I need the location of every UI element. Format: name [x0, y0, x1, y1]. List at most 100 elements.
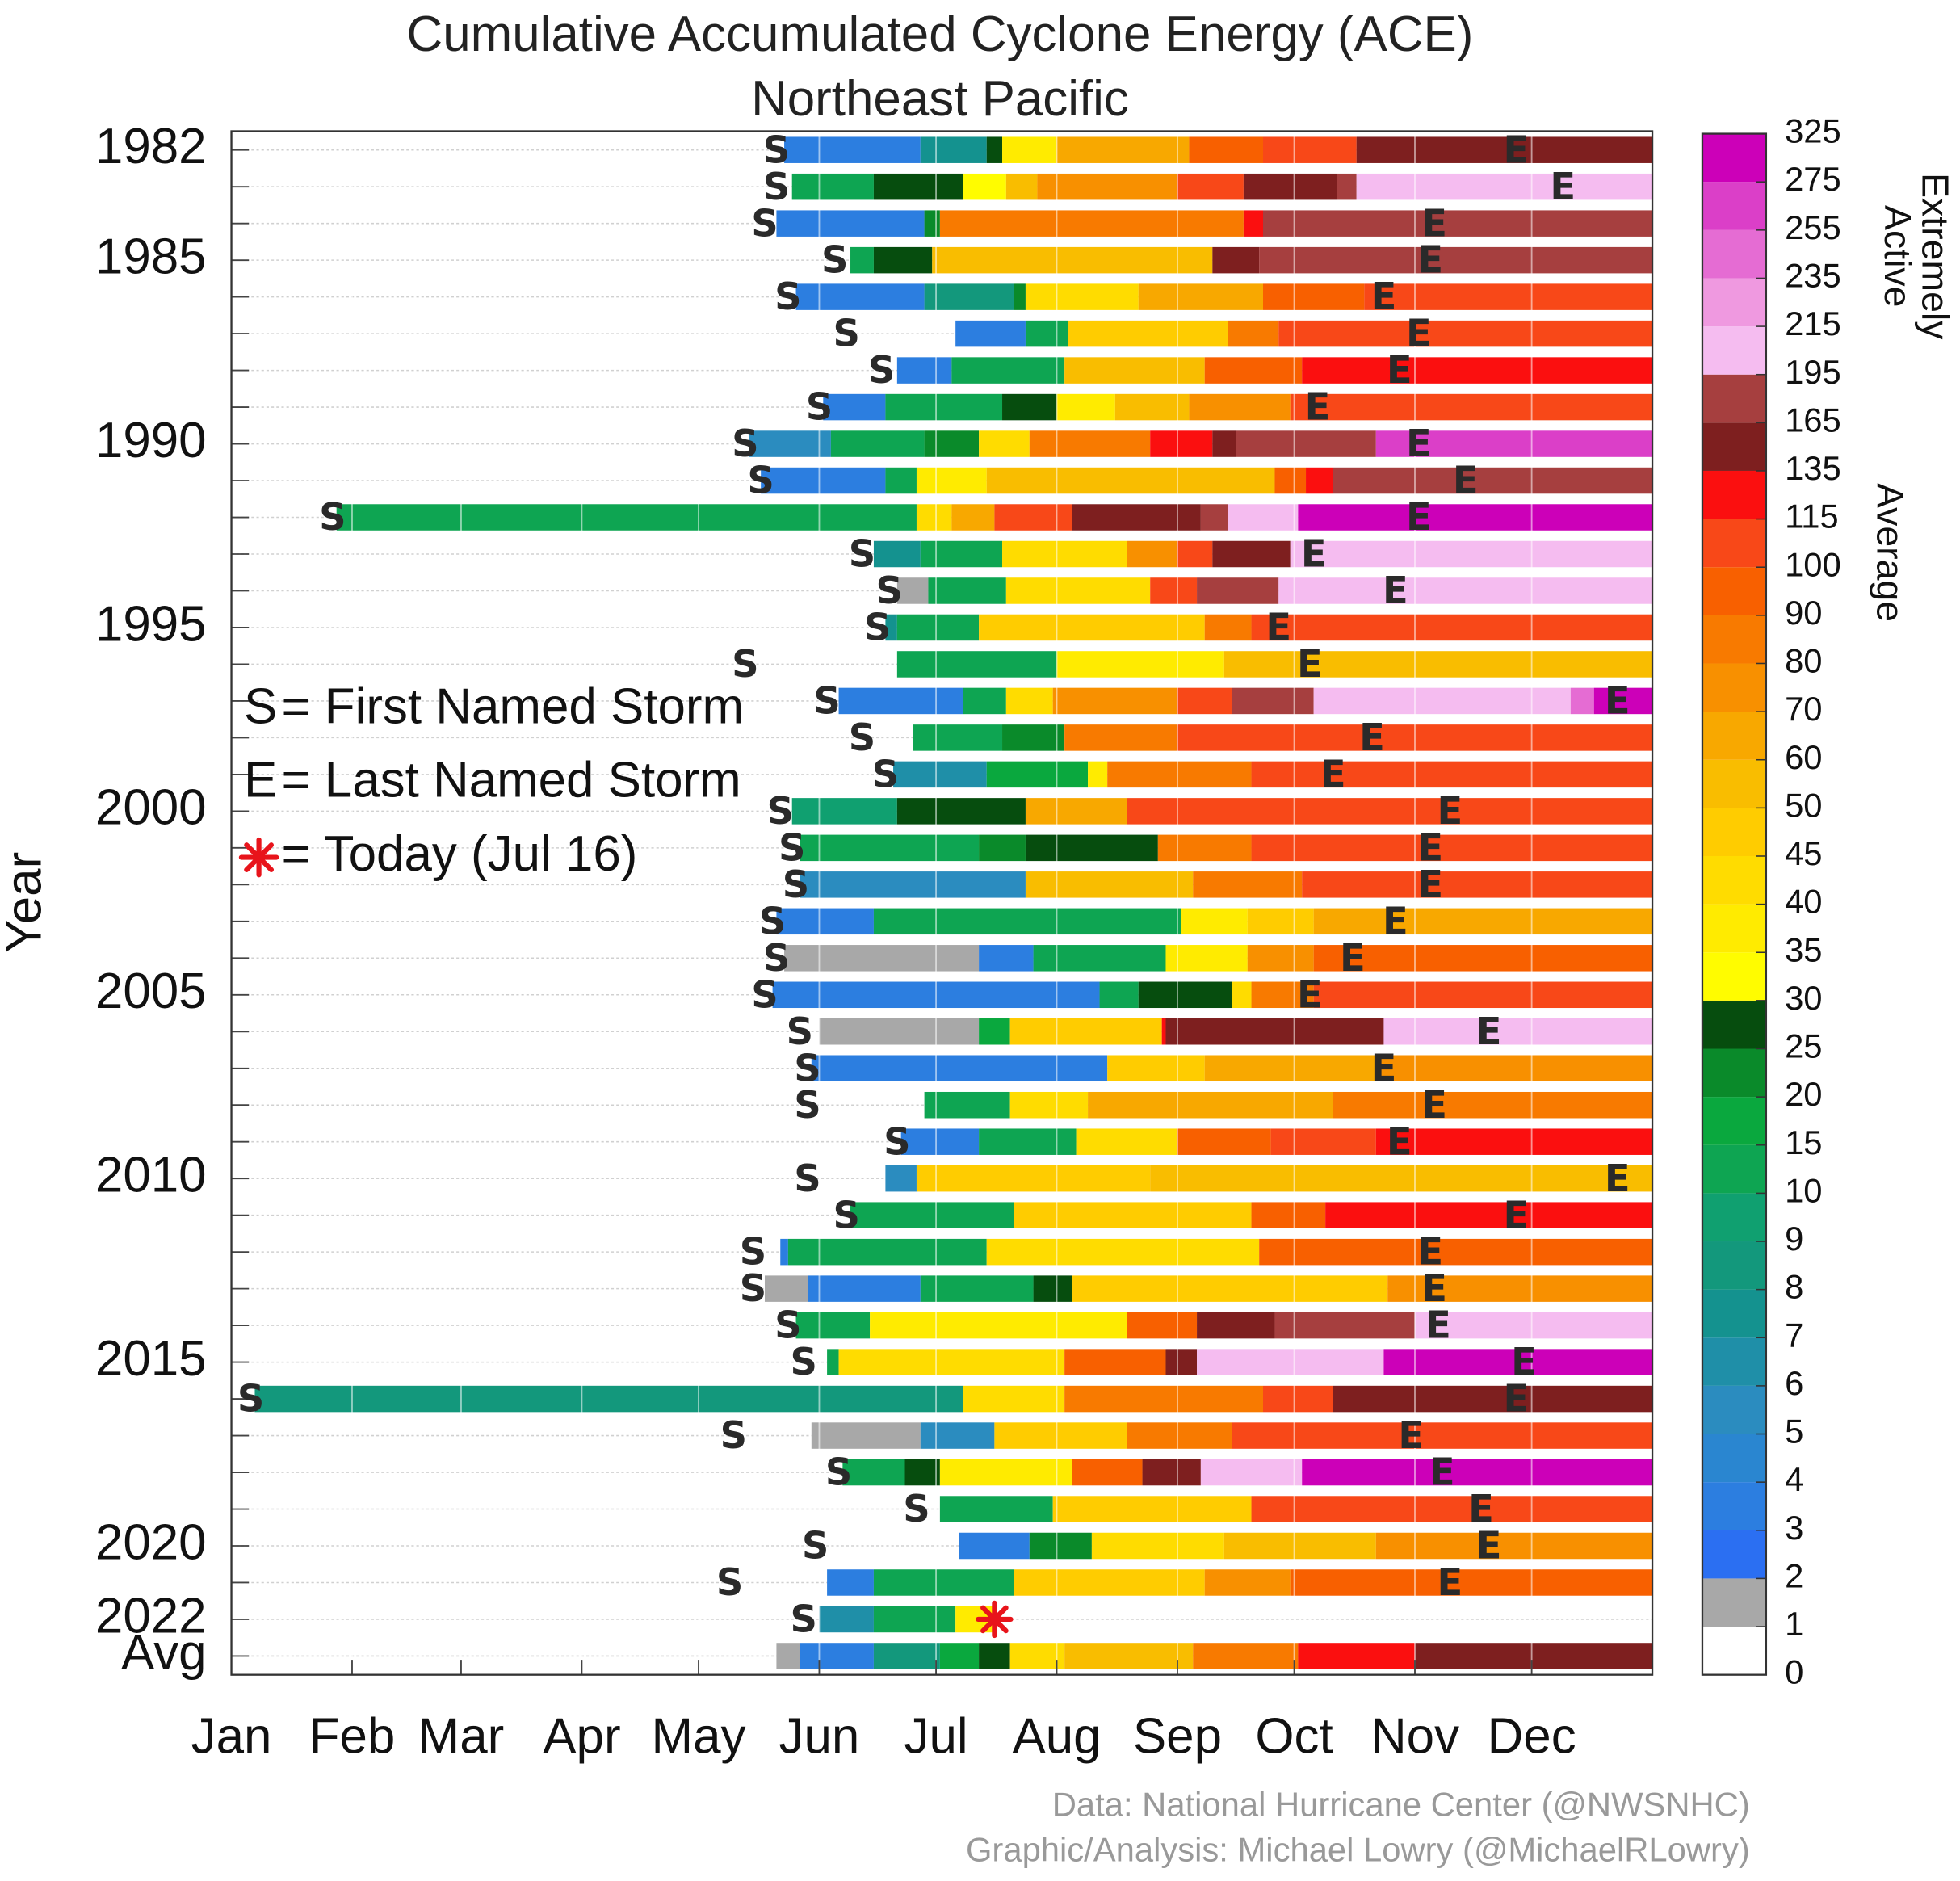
colorbar-label: 70	[1785, 690, 1822, 728]
ace-segment	[1228, 504, 1299, 531]
colorbar-swatch	[1702, 278, 1766, 327]
ace-segment	[1274, 1312, 1416, 1339]
ace-segment	[819, 1018, 980, 1045]
ace-segment	[1247, 945, 1314, 972]
ace-segment	[1593, 687, 1653, 715]
ace-segment	[1263, 210, 1653, 237]
ace-segment	[1236, 430, 1376, 457]
x-tick-label: Mar	[418, 1708, 505, 1764]
colorbar-swatch	[1702, 519, 1766, 568]
ace-segment	[1302, 357, 1653, 384]
first-storm-marker: S	[763, 936, 790, 980]
ace-segment	[254, 1385, 963, 1413]
ace-segment	[1161, 1018, 1166, 1045]
colorbar-label: 30	[1785, 979, 1822, 1017]
ace-segment	[1251, 761, 1653, 788]
colorbar-label: 6	[1785, 1364, 1803, 1402]
ace-segment	[827, 1569, 874, 1596]
colorbar-label: 90	[1785, 594, 1822, 632]
ace-segment	[1570, 687, 1594, 715]
ace-segment	[1302, 871, 1653, 898]
ace-segment	[749, 430, 831, 457]
ace-segment	[963, 173, 1006, 200]
colorbar-side-label: Average	[1870, 483, 1912, 622]
ace-segment	[1165, 1018, 1384, 1045]
ace-segment	[1037, 173, 1177, 200]
ace-segment	[979, 1018, 1010, 1045]
first-storm-marker: S	[759, 899, 786, 943]
ace-segment	[1204, 614, 1252, 641]
y-axis-label: Year	[0, 852, 52, 953]
ace-segment	[1189, 136, 1263, 163]
ace-segment	[955, 320, 1026, 347]
ace-segment	[1025, 834, 1158, 862]
ace-segment	[1197, 577, 1279, 604]
ace-segment	[1259, 1238, 1653, 1266]
ace-segment	[838, 1349, 1065, 1375]
ace-segment	[1076, 1128, 1177, 1155]
first-storm-marker: S	[794, 1083, 821, 1127]
first-storm-marker: S	[732, 642, 758, 686]
last-storm-marker: E	[1503, 1193, 1529, 1237]
credit: Data: National Hurricane Center (@NWSNHC…	[1052, 1786, 1750, 1824]
last-storm-marker: E	[1417, 825, 1443, 869]
last-storm-marker: E	[1453, 459, 1479, 502]
ace-segment	[1150, 1165, 1653, 1192]
colorbar-swatch	[1702, 470, 1766, 519]
colorbar-swatch	[1702, 663, 1766, 712]
y-tick-label: 1985	[95, 229, 207, 284]
ace-segment	[1157, 834, 1252, 862]
ace-segment	[939, 1643, 980, 1669]
x-tick-label: Oct	[1255, 1708, 1333, 1764]
ace-segment	[1197, 1349, 1384, 1375]
ace-segment	[780, 1238, 788, 1266]
colorbar-label: 5	[1785, 1413, 1803, 1451]
y-tick-label: 2005	[95, 964, 207, 1019]
colorbar-swatch	[1702, 1097, 1766, 1145]
ace-segment	[873, 1643, 940, 1669]
ace-segment	[1375, 1055, 1653, 1081]
ace-segment	[1251, 981, 1314, 1009]
first-storm-marker: S	[821, 238, 848, 282]
colorbar-label: 3	[1785, 1509, 1803, 1547]
y-tick-label: 1990	[95, 413, 207, 468]
colorbar-label: 0	[1785, 1653, 1803, 1691]
x-tick-label: Aug	[1012, 1708, 1101, 1764]
last-storm-marker: E	[1417, 1230, 1443, 1274]
ace-segment	[1088, 761, 1108, 788]
ace-segment	[1383, 1018, 1653, 1045]
ace-segment	[1263, 136, 1357, 163]
colorbar-swatch	[1702, 759, 1766, 808]
colorbar-side-label: Active	[1877, 205, 1919, 307]
ace-segment	[838, 687, 963, 715]
ace-segment	[916, 504, 952, 531]
ace-segment	[1298, 1643, 1416, 1669]
ace-segment	[807, 1275, 921, 1302]
first-storm-marker: S	[864, 606, 891, 649]
ace-segment	[1383, 1349, 1653, 1375]
ace-segment	[819, 1606, 874, 1633]
ace-segment	[924, 210, 940, 237]
colorbar-swatch	[1702, 133, 1766, 183]
colorbar-swatch	[1702, 952, 1766, 1001]
ace-segment	[1002, 393, 1057, 421]
ace-segment	[1014, 283, 1026, 310]
ace-segment	[1263, 283, 1365, 310]
ace-segment	[1204, 1055, 1376, 1081]
ace-segment	[1072, 504, 1201, 531]
ace-segment	[1052, 687, 1177, 715]
ace-segment	[885, 614, 897, 641]
ace-segment	[1064, 1385, 1263, 1413]
ace-segment	[1337, 173, 1357, 200]
ace-segment	[1290, 540, 1653, 568]
y-tick-label: 2010	[95, 1148, 207, 1203]
last-storm-marker: E	[1476, 1010, 1502, 1053]
ace-segment	[811, 1055, 1108, 1081]
colorbar-swatch	[1702, 1289, 1766, 1338]
first-storm-marker: S	[802, 1524, 829, 1568]
ace-segment	[1223, 1532, 1376, 1560]
first-storm-marker: S	[806, 385, 833, 429]
first-storm-marker: S	[813, 679, 840, 723]
ace-segment	[896, 577, 929, 604]
ace-segment	[932, 246, 1213, 274]
